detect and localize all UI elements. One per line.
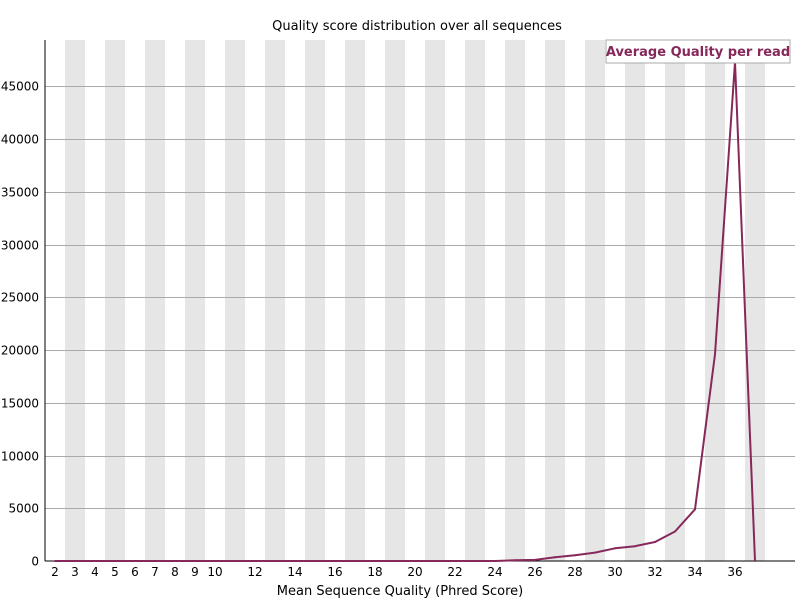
data-point-20 xyxy=(414,560,416,562)
x-tick-4: 4 xyxy=(91,565,99,579)
x-tick-12: 12 xyxy=(247,565,262,579)
band-11 xyxy=(225,40,245,561)
alternating-bands xyxy=(65,40,765,561)
x-tick-36: 36 xyxy=(727,565,742,579)
y-tick-30000: 30000 xyxy=(1,239,39,253)
y-tick-10000: 10000 xyxy=(1,450,39,464)
x-axis-label: Mean Sequence Quality (Phred Score) xyxy=(277,584,523,599)
data-point-16 xyxy=(334,560,336,562)
x-tick-28: 28 xyxy=(567,565,582,579)
band-25 xyxy=(505,40,525,561)
data-point-6 xyxy=(134,560,136,562)
band-21 xyxy=(425,40,445,561)
data-point-21 xyxy=(434,560,436,562)
legend-box xyxy=(605,39,791,64)
data-point-3 xyxy=(74,560,76,562)
x-tick-26: 26 xyxy=(527,565,542,579)
band-3 xyxy=(65,40,85,561)
band-37 xyxy=(745,40,765,561)
band-9 xyxy=(185,40,205,561)
data-point-37 xyxy=(754,560,756,562)
chart-title: Quality score distribution over all sequ… xyxy=(272,19,562,34)
data-point-14 xyxy=(294,560,296,562)
band-31 xyxy=(625,40,645,561)
band-7 xyxy=(145,40,165,561)
legend: Average Quality per read xyxy=(605,39,791,64)
x-tick-22: 22 xyxy=(447,565,462,579)
x-tick-20: 20 xyxy=(407,565,422,579)
data-point-9 xyxy=(194,560,196,562)
x-tick-18: 18 xyxy=(367,565,382,579)
data-point-22 xyxy=(454,560,456,562)
data-point-7 xyxy=(154,560,156,562)
data-point-5 xyxy=(114,560,116,562)
data-point-28 xyxy=(574,554,576,557)
x-tick-7: 7 xyxy=(151,565,159,579)
data-point-31 xyxy=(634,545,636,548)
series-lines xyxy=(54,61,756,562)
y-tick-40000: 40000 xyxy=(1,133,39,147)
x-tick-3: 3 xyxy=(71,565,79,579)
band-23 xyxy=(465,40,485,561)
x-tick-16: 16 xyxy=(327,565,342,579)
data-point-19 xyxy=(394,560,396,562)
data-point-27 xyxy=(554,556,556,559)
band-33 xyxy=(665,40,685,561)
data-point-15 xyxy=(314,560,316,562)
legend-label: Average Quality per read xyxy=(606,45,790,60)
x-tick-9: 9 xyxy=(191,565,199,579)
horizontal-gridlines xyxy=(45,86,795,509)
y-tick-0: 0 xyxy=(31,555,39,569)
x-tick-10: 10 xyxy=(207,565,222,579)
data-point-11 xyxy=(234,560,236,562)
data-point-17 xyxy=(354,560,356,562)
band-13 xyxy=(265,40,285,561)
y-tick-5000: 5000 xyxy=(8,502,39,516)
data-point-29 xyxy=(594,551,596,554)
y-tick-15000: 15000 xyxy=(1,397,39,411)
y-tick-35000: 35000 xyxy=(1,186,39,200)
data-point-33 xyxy=(674,530,676,533)
data-point-23 xyxy=(474,560,476,562)
band-19 xyxy=(385,40,405,561)
band-15 xyxy=(305,40,325,561)
y-tick-25000: 25000 xyxy=(1,291,39,305)
data-point-34 xyxy=(694,508,696,511)
data-point-4 xyxy=(94,560,96,562)
y-tick-20000: 20000 xyxy=(1,344,39,358)
data-point-30 xyxy=(614,547,616,550)
data-point-32 xyxy=(654,541,656,543)
data-point-10 xyxy=(214,560,216,562)
x-tick-8: 8 xyxy=(171,565,179,579)
band-27 xyxy=(545,40,565,561)
data-point-35 xyxy=(714,353,716,356)
band-29 xyxy=(585,40,605,561)
data-point-12 xyxy=(254,560,256,562)
data-point-25 xyxy=(514,559,516,562)
band-5 xyxy=(105,40,125,561)
x-tick-14: 14 xyxy=(287,565,302,579)
x-tick-30: 30 xyxy=(607,565,622,579)
data-point-8 xyxy=(174,560,176,562)
x-tick-32: 32 xyxy=(647,565,662,579)
x-tick-24: 24 xyxy=(487,565,502,579)
band-17 xyxy=(345,40,365,561)
data-point-13 xyxy=(274,560,276,562)
x-tick-34: 34 xyxy=(687,565,702,579)
data-point-24 xyxy=(494,560,496,562)
series-line-0 xyxy=(55,61,756,562)
data-point-2 xyxy=(54,560,56,562)
data-point-26 xyxy=(534,558,536,561)
band-35 xyxy=(705,40,725,561)
x-tick-2: 2 xyxy=(51,565,59,579)
y-tick-labels: 0 5000 10000 15000 20000 25000 30000 35000 40000… xyxy=(1,80,39,569)
data-point-18 xyxy=(374,560,376,562)
x-tick-labels: 2 3 4 5 6 7 8 9 10 12 14 16 18 20 22 24 26 28 30 32 34 36 xyxy=(51,565,742,579)
y-tick-45000: 45000 xyxy=(1,80,39,94)
x-tick-5: 5 xyxy=(111,565,119,579)
x-tick-6: 6 xyxy=(131,565,139,579)
